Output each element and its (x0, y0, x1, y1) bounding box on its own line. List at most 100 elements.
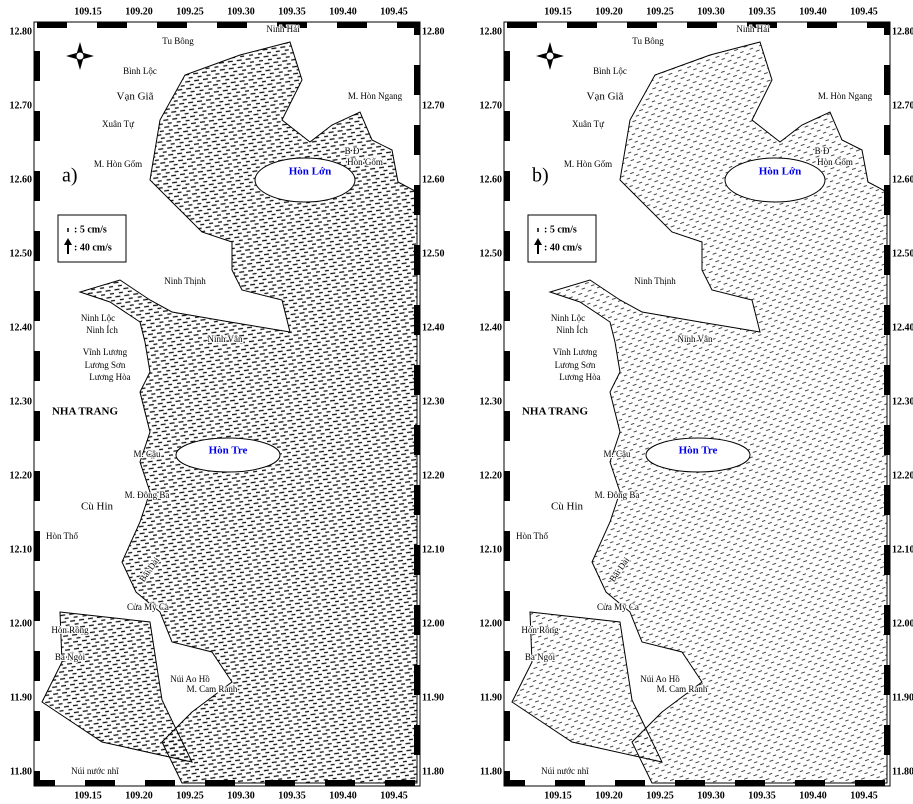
place-label: Ba Ngòi (55, 652, 86, 662)
place-label: Vạn Giã (117, 91, 154, 103)
lon-tick-label: 109.30 (697, 790, 725, 801)
lat-tick-label: 12.40 (892, 322, 913, 333)
place-label: M. Hòn Ngang (818, 91, 873, 101)
place-label: Ninh Lộc (551, 313, 585, 323)
place-label: Hòn Rồng (521, 625, 559, 635)
bay-current-field (511, 611, 663, 763)
lat-tick-label: 11.80 (10, 766, 32, 777)
lat-tick-label: 12.80 (480, 26, 503, 37)
place-label: Cửa Mỹ Ca (127, 602, 169, 612)
lon-tick-label: 109.15 (74, 6, 102, 17)
place-label: M. Hòn Gốm (564, 159, 612, 169)
sea-current-field (548, 41, 888, 784)
lon-tick-label: 109.20 (125, 6, 153, 17)
lon-tick-label: 109.35 (278, 790, 306, 801)
place-label: M. Cam Ranh (187, 684, 238, 694)
place-label: Ninh Thịnh (634, 276, 676, 286)
lat-tick-label: 12.70 (892, 100, 913, 111)
place-label: M. Hòn Gốm (94, 159, 142, 169)
bay-current-field (41, 611, 193, 763)
frame (504, 22, 890, 786)
place-label: Ninh Vân (207, 334, 243, 344)
lat-tick-label: 12.30 (892, 396, 913, 407)
map-panel: 109.15 109.15 109.20 109.20 109.25 109.25 109.… (10, 6, 445, 801)
lon-tick-label: 109.25 (176, 790, 204, 801)
legend-box (527, 214, 597, 263)
lat-tick-label: 12.00 (892, 618, 913, 629)
island (724, 157, 826, 203)
panel-label: b) (532, 165, 549, 187)
frame-outline (503, 21, 891, 787)
legend-label: : 5 cm/s (74, 224, 107, 235)
place-label: Lương Hòa (89, 372, 130, 382)
lon-tick-label: 109.35 (748, 790, 776, 801)
lon-tick-label: 109.45 (850, 790, 878, 801)
place-label: Cù Hin (551, 501, 584, 513)
place-label: Lương Hòa (559, 372, 600, 382)
place-label: Lương Sơn (555, 360, 596, 370)
place-label: Vạn Giã (587, 91, 624, 103)
place-label: Hòn Rồng (51, 625, 89, 635)
lon-tick-label: 109.20 (595, 6, 623, 17)
lat-tick-label: 11.80 (480, 766, 502, 777)
place-label: Ninh Hải (266, 24, 300, 34)
lon-tick-label: 109.25 (646, 790, 674, 801)
place-label: Núi nước nhĩ (71, 766, 119, 776)
lat-tick-label: 12.10 (480, 544, 503, 555)
lat-tick-label: 12.20 (422, 470, 445, 481)
lat-tick-label: 12.40 (10, 322, 33, 333)
lat-tick-label: 12.30 (10, 396, 33, 407)
legend-arrow-head (534, 238, 542, 245)
lat-tick-label: 12.60 (10, 174, 33, 185)
place-label: Hòn Thổ (516, 531, 549, 541)
place-label: Hòn Lớn (759, 166, 801, 178)
place-label: M. Hòn Ngang (348, 91, 403, 101)
lon-tick-label: 109.15 (544, 790, 572, 801)
lon-tick-label: 109.45 (380, 6, 408, 17)
lat-tick-label: 12.70 (10, 100, 33, 111)
place-label: Tu Bông (632, 36, 664, 46)
place-label: Cù Hin (81, 501, 114, 513)
place-label: Hòn Gốm (817, 157, 853, 167)
sea-current-field (78, 41, 418, 784)
place-label: M. Đông Ba (125, 490, 170, 500)
lon-tick-label: 109.20 (595, 790, 623, 801)
lat-tick-label: 12.70 (422, 100, 445, 111)
lon-tick-label: 109.25 (646, 6, 674, 17)
lat-tick-label: 11.80 (892, 766, 913, 777)
lat-tick-label: 12.20 (892, 470, 913, 481)
place-label: Ninh Lộc (81, 313, 115, 323)
place-label: Cửa Mỹ Ca (597, 602, 639, 612)
place-label: Xuân Tự (572, 119, 605, 129)
place-label: B Đ (345, 146, 360, 156)
lat-tick-label: 12.60 (892, 174, 913, 185)
lat-tick-label: 12.20 (480, 470, 503, 481)
place-label: Ninh Hải (736, 24, 770, 34)
lat-tick-label: 12.10 (422, 544, 445, 555)
compass-center (75, 51, 85, 61)
island (254, 157, 356, 203)
lat-tick-label: 11.80 (422, 766, 444, 777)
place-label: Vĩnh Lương (553, 347, 598, 357)
place-label: M. Cậu (134, 449, 162, 459)
lat-tick-label: 12.10 (10, 544, 33, 555)
lat-tick-label: 11.90 (422, 692, 444, 703)
place-label: Núi nước nhĩ (541, 766, 589, 776)
lat-tick-label: 12.60 (422, 174, 445, 185)
lat-tick-label: 12.50 (480, 248, 503, 259)
place-label: Ninh Vân (677, 334, 713, 344)
compass-center (545, 51, 555, 61)
lon-tick-label: 109.15 (544, 6, 572, 17)
legend-label: : 5 cm/s (544, 224, 577, 235)
place-label: Vĩnh Lương (83, 347, 128, 357)
lat-tick-label: 12.00 (10, 618, 33, 629)
lat-tick-label: 12.00 (480, 618, 503, 629)
frame-outline (33, 21, 421, 787)
place-label: Ninh Ích (556, 325, 588, 335)
lon-tick-label: 109.40 (329, 6, 357, 17)
place-label: Lương Sơn (85, 360, 126, 370)
place-label: Núi Ao Hồ (170, 674, 210, 684)
place-label: Hòn Tre (679, 445, 718, 457)
lat-tick-label: 12.50 (422, 248, 445, 259)
lat-tick-label: 12.40 (422, 322, 445, 333)
